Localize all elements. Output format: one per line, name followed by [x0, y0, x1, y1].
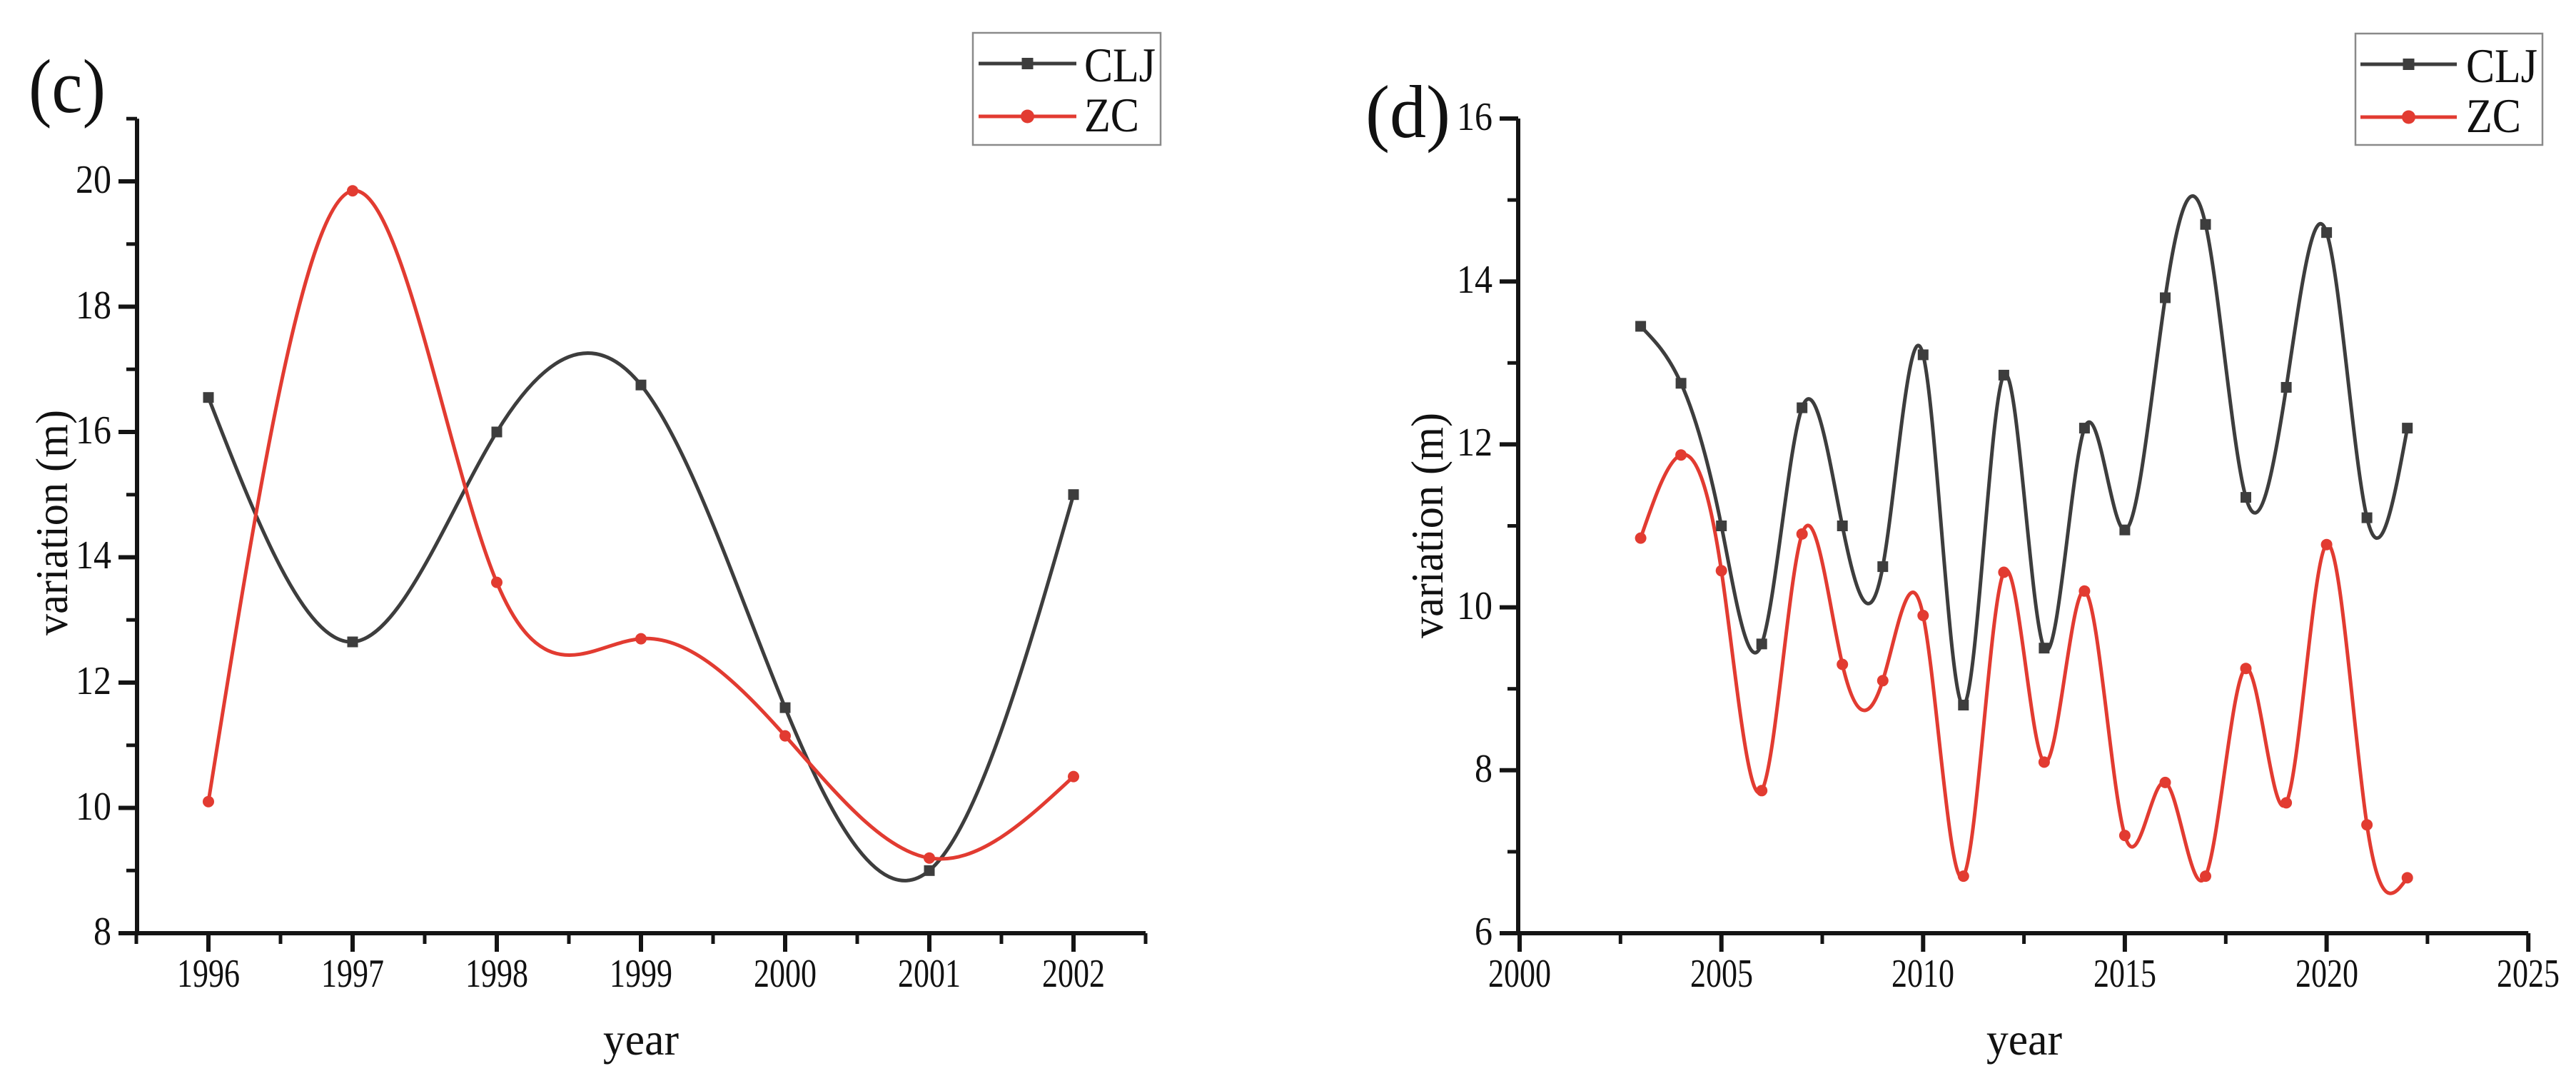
svg-text:1996: 1996 [177, 952, 240, 996]
svg-text:14: 14 [76, 533, 111, 578]
svg-text:2015: 2015 [2093, 952, 2156, 996]
svg-text:18: 18 [76, 283, 111, 328]
svg-text:2010: 2010 [1891, 952, 1954, 996]
svg-text:1998: 1998 [465, 952, 528, 996]
svg-text:ZC: ZC [1084, 88, 1139, 142]
svg-text:14: 14 [1457, 258, 1492, 302]
svg-text:12: 12 [1457, 421, 1492, 465]
svg-text:20: 20 [76, 158, 111, 202]
svg-text:CLJ: CLJ [2466, 39, 2537, 93]
svg-text:12: 12 [76, 659, 111, 703]
svg-text:(d): (d) [1365, 70, 1450, 154]
svg-text:10: 10 [76, 785, 111, 829]
svg-text:2025: 2025 [2497, 952, 2560, 996]
svg-text:variation (m): variation (m) [26, 410, 77, 635]
svg-text:8: 8 [1475, 747, 1492, 791]
svg-text:2005: 2005 [1690, 952, 1753, 996]
svg-text:2000: 2000 [754, 952, 817, 996]
svg-text:year: year [1986, 1014, 2062, 1065]
svg-text:2000: 2000 [1488, 952, 1551, 996]
svg-text:ZC: ZC [2466, 89, 2521, 143]
svg-text:10: 10 [1457, 584, 1492, 628]
svg-text:8: 8 [94, 910, 111, 954]
svg-text:2020: 2020 [2295, 952, 2358, 996]
svg-text:6: 6 [1475, 910, 1492, 954]
svg-text:16: 16 [76, 408, 111, 453]
svg-text:variation (m): variation (m) [1402, 413, 1453, 638]
svg-text:CLJ: CLJ [1084, 38, 1156, 92]
svg-text:year: year [603, 1014, 679, 1065]
svg-text:16: 16 [1457, 95, 1492, 139]
svg-text:1999: 1999 [610, 952, 672, 996]
svg-text:2001: 2001 [898, 952, 961, 996]
svg-text:2002: 2002 [1042, 952, 1105, 996]
svg-text:(c): (c) [29, 45, 106, 129]
svg-text:1997: 1997 [321, 952, 384, 996]
